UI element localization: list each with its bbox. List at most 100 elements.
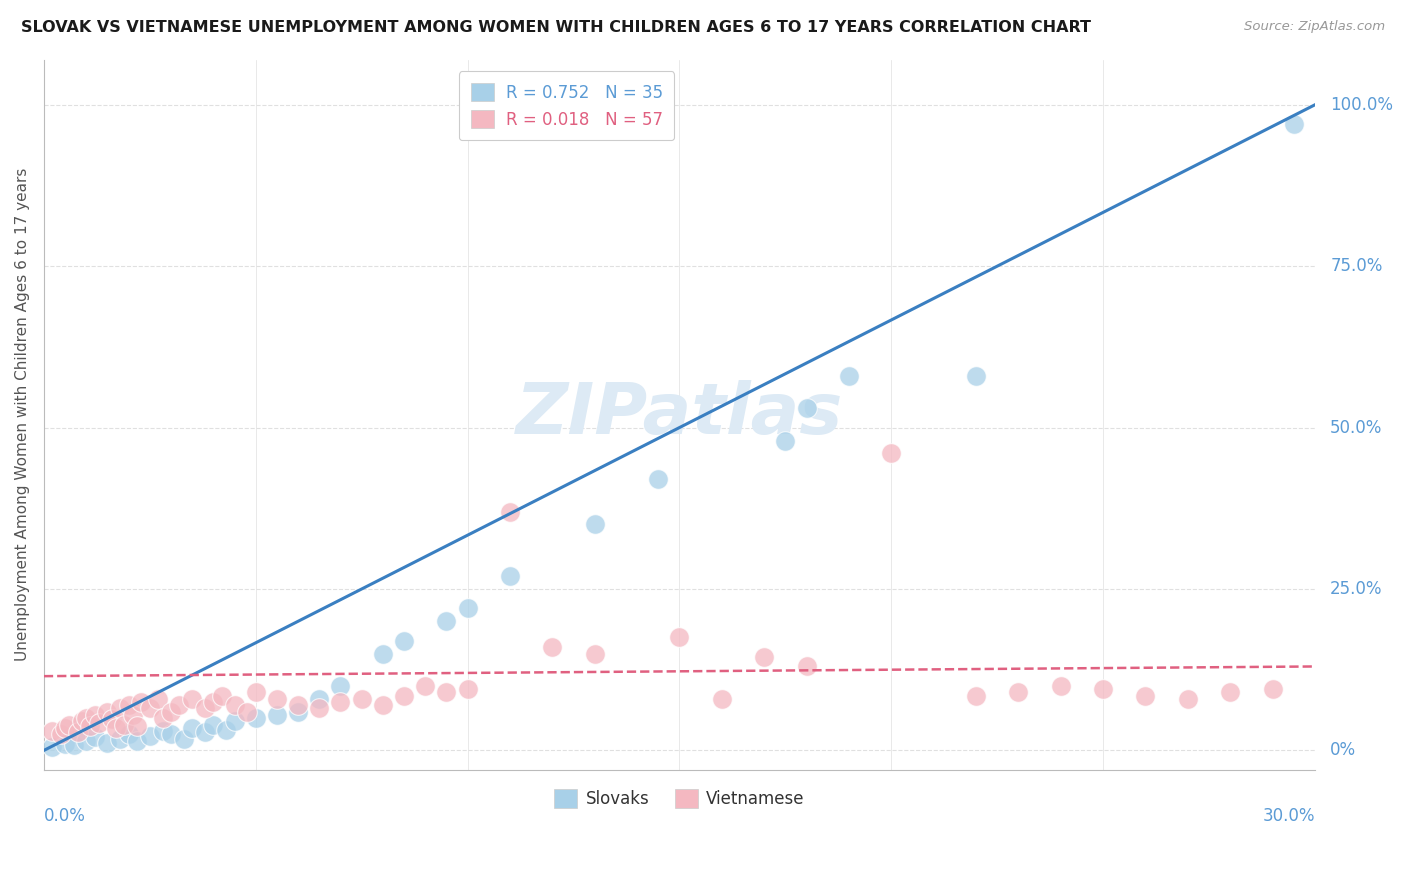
Point <box>371 698 394 713</box>
Point <box>139 701 162 715</box>
Point <box>79 719 101 733</box>
Text: SLOVAK VS VIETNAMESE UNEMPLOYMENT AMONG WOMEN WITH CHILDREN AGES 6 TO 17 YEARS C: SLOVAK VS VIETNAMESE UNEMPLOYMENT AMONG … <box>21 20 1091 35</box>
Point <box>1049 679 1071 693</box>
Y-axis label: Unemployment Among Women with Children Ages 6 to 17 years: Unemployment Among Women with Children A… <box>15 168 30 661</box>
Point <box>457 601 479 615</box>
Point <box>266 691 288 706</box>
Point <box>70 714 93 729</box>
Point <box>127 719 149 733</box>
Point <box>775 434 797 448</box>
Point <box>647 472 669 486</box>
Point <box>108 701 131 715</box>
Text: 50.0%: 50.0% <box>1330 418 1382 436</box>
Point <box>41 740 63 755</box>
Point <box>131 695 153 709</box>
Text: 75.0%: 75.0% <box>1330 257 1382 276</box>
Point <box>965 689 987 703</box>
Point <box>245 685 267 699</box>
Point <box>413 679 436 693</box>
Point <box>202 717 225 731</box>
Point <box>329 695 352 709</box>
Point <box>96 705 118 719</box>
Point <box>173 731 195 746</box>
Point <box>329 679 352 693</box>
Point <box>53 721 76 735</box>
Point <box>49 727 72 741</box>
Point <box>194 725 217 739</box>
Point <box>41 724 63 739</box>
Point <box>796 401 818 416</box>
Point <box>499 504 522 518</box>
Point <box>127 733 149 747</box>
Text: ZIPatlas: ZIPatlas <box>516 380 844 450</box>
Point <box>880 446 903 460</box>
Point <box>160 727 183 741</box>
Point <box>202 695 225 709</box>
Point <box>62 738 84 752</box>
Point <box>392 633 415 648</box>
Point <box>583 647 606 661</box>
Point <box>1282 117 1305 131</box>
Point <box>1219 685 1241 699</box>
Point <box>117 698 139 713</box>
Point <box>287 698 309 713</box>
Point <box>100 713 122 727</box>
Point <box>266 707 288 722</box>
Point <box>350 691 373 706</box>
Point <box>1092 681 1115 696</box>
Point <box>224 698 246 713</box>
Point <box>152 711 174 725</box>
Text: 25.0%: 25.0% <box>1330 580 1382 598</box>
Point <box>308 701 330 715</box>
Point <box>287 705 309 719</box>
Point <box>75 711 97 725</box>
Point <box>710 691 733 706</box>
Point <box>53 737 76 751</box>
Point <box>1007 685 1029 699</box>
Point <box>434 614 457 628</box>
Point <box>457 681 479 696</box>
Point <box>169 698 191 713</box>
Point <box>499 569 522 583</box>
Point <box>215 723 238 737</box>
Text: 100.0%: 100.0% <box>1330 95 1393 114</box>
Point <box>392 689 415 703</box>
Point <box>541 640 564 654</box>
Point <box>152 724 174 739</box>
Point <box>96 736 118 750</box>
Point <box>117 727 139 741</box>
Point <box>104 721 127 735</box>
Point <box>87 716 110 731</box>
Legend: Slovaks, Vietnamese: Slovaks, Vietnamese <box>547 782 811 814</box>
Point <box>838 368 860 383</box>
Point <box>1135 689 1157 703</box>
Point <box>181 721 204 735</box>
Point <box>583 517 606 532</box>
Point <box>83 731 105 745</box>
Text: Source: ZipAtlas.com: Source: ZipAtlas.com <box>1244 20 1385 33</box>
Point <box>796 659 818 673</box>
Point <box>112 717 135 731</box>
Point <box>236 705 259 719</box>
Point <box>211 689 233 703</box>
Point <box>668 631 690 645</box>
Point <box>434 685 457 699</box>
Point <box>66 725 89 739</box>
Point <box>75 733 97 747</box>
Text: 0%: 0% <box>1330 741 1357 759</box>
Text: 30.0%: 30.0% <box>1263 806 1315 825</box>
Text: 0.0%: 0.0% <box>44 806 86 825</box>
Point <box>224 714 246 729</box>
Point <box>160 705 183 719</box>
Point <box>181 691 204 706</box>
Point <box>108 731 131 746</box>
Point <box>194 701 217 715</box>
Point <box>58 717 80 731</box>
Point <box>121 707 143 722</box>
Point <box>965 368 987 383</box>
Point <box>83 707 105 722</box>
Point <box>245 711 267 725</box>
Point <box>752 649 775 664</box>
Point <box>148 691 170 706</box>
Point <box>139 729 162 743</box>
